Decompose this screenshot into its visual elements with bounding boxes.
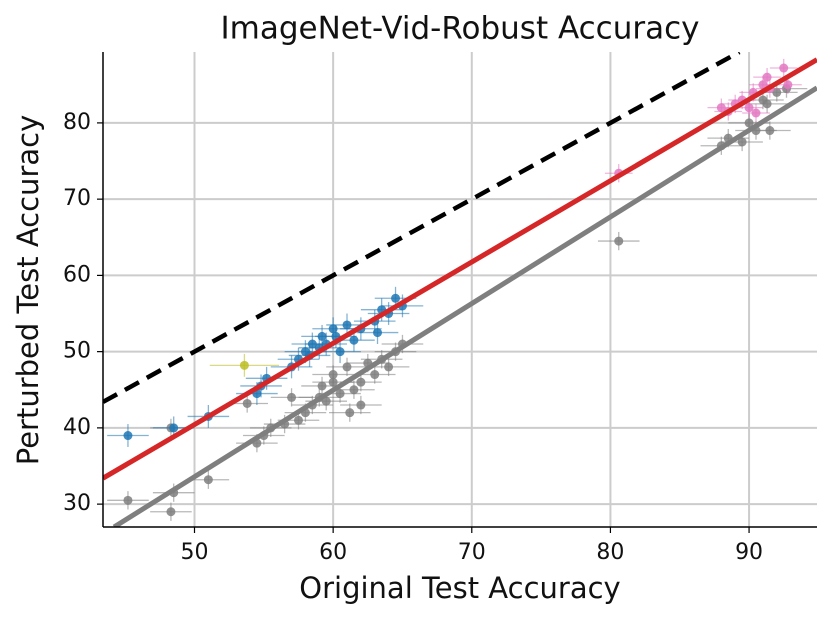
point <box>123 431 133 441</box>
point <box>356 377 366 387</box>
point <box>765 126 775 136</box>
point <box>356 400 366 410</box>
fit-line <box>112 85 817 527</box>
x-tick-label: 90 <box>735 540 763 565</box>
point <box>737 137 747 147</box>
point <box>370 370 380 380</box>
x-tick-label: 70 <box>458 540 486 565</box>
point <box>758 80 768 90</box>
y-tick-label: 50 <box>63 339 91 364</box>
point <box>779 63 789 73</box>
point <box>169 423 179 433</box>
plot-area <box>103 52 817 527</box>
point <box>783 80 793 90</box>
y-tick-label: 30 <box>63 491 91 516</box>
chart-title: ImageNet-Vid-Robust Accuracy <box>220 11 699 47</box>
point <box>614 236 624 246</box>
point <box>744 103 754 113</box>
point <box>287 392 297 402</box>
point <box>203 475 213 485</box>
point <box>716 103 726 113</box>
point <box>328 370 338 380</box>
point <box>239 360 249 370</box>
point <box>342 320 352 330</box>
x-tick-label: 80 <box>596 540 624 565</box>
point <box>345 408 355 418</box>
point <box>349 385 359 395</box>
point <box>335 347 345 357</box>
grid <box>103 52 817 527</box>
x-axis-label: Original Test Accuracy <box>299 571 620 605</box>
point <box>373 328 383 338</box>
point <box>751 108 761 118</box>
point <box>762 99 772 109</box>
point <box>317 381 327 391</box>
point <box>772 87 782 97</box>
fit-line <box>103 52 741 404</box>
x-tick-label: 60 <box>319 540 347 565</box>
point <box>123 495 133 505</box>
axes: 50 60 70 80 90 30 40 50 60 70 80 <box>63 52 817 565</box>
point <box>242 398 252 408</box>
point <box>762 72 772 82</box>
point <box>293 415 303 425</box>
point <box>166 507 176 517</box>
fit-line <box>103 57 817 481</box>
y-tick-label: 60 <box>63 262 91 287</box>
point <box>391 293 401 303</box>
point <box>384 362 394 372</box>
y-axis-label: Perturbed Test Accuracy <box>11 115 45 466</box>
point <box>744 118 754 128</box>
point <box>342 362 352 372</box>
x-tick-label: 50 <box>181 540 209 565</box>
y-tick-label: 70 <box>63 186 91 211</box>
y-tick-label: 80 <box>63 110 91 135</box>
point <box>321 396 331 406</box>
point <box>349 335 359 345</box>
point <box>335 389 345 399</box>
y-tick-label: 40 <box>63 415 91 440</box>
